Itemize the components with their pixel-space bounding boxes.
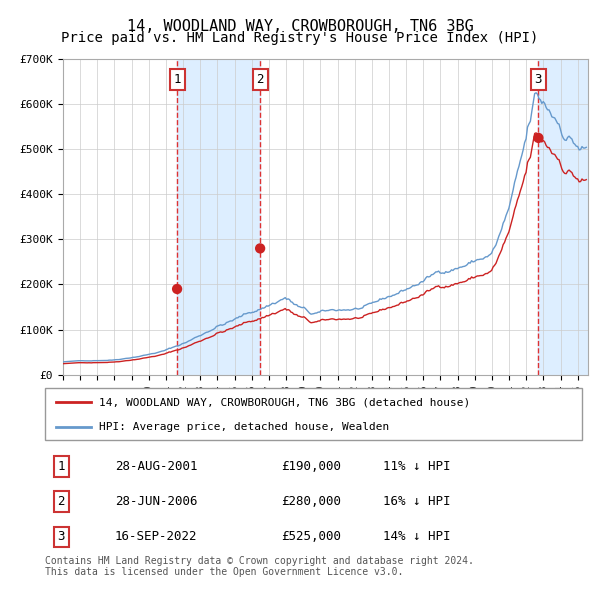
Text: 14, WOODLAND WAY, CROWBOROUGH, TN6 3BG (detached house): 14, WOODLAND WAY, CROWBOROUGH, TN6 3BG (… <box>98 397 470 407</box>
Text: 2: 2 <box>256 73 264 86</box>
Text: 3: 3 <box>58 530 65 543</box>
Text: Price paid vs. HM Land Registry's House Price Index (HPI): Price paid vs. HM Land Registry's House … <box>61 31 539 45</box>
Text: 16-SEP-2022: 16-SEP-2022 <box>115 530 197 543</box>
Text: £280,000: £280,000 <box>281 495 341 508</box>
Text: 16% ↓ HPI: 16% ↓ HPI <box>383 495 451 508</box>
Text: £525,000: £525,000 <box>281 530 341 543</box>
Text: 1: 1 <box>58 460 65 473</box>
Text: 1: 1 <box>173 73 181 86</box>
Point <box>172 284 182 294</box>
Text: Contains HM Land Registry data © Crown copyright and database right 2024.
This d: Contains HM Land Registry data © Crown c… <box>45 556 474 578</box>
FancyBboxPatch shape <box>45 388 582 440</box>
Text: HPI: Average price, detached house, Wealden: HPI: Average price, detached house, Weal… <box>98 422 389 431</box>
Point <box>256 244 265 253</box>
Bar <box>177 59 260 375</box>
Text: 14% ↓ HPI: 14% ↓ HPI <box>383 530 451 543</box>
Text: 28-JUN-2006: 28-JUN-2006 <box>115 495 197 508</box>
Text: 28-AUG-2001: 28-AUG-2001 <box>115 460 197 473</box>
Text: 11% ↓ HPI: 11% ↓ HPI <box>383 460 451 473</box>
Bar <box>538 59 588 375</box>
Text: 14, WOODLAND WAY, CROWBOROUGH, TN6 3BG: 14, WOODLAND WAY, CROWBOROUGH, TN6 3BG <box>127 19 473 34</box>
Point <box>533 133 543 143</box>
Text: 3: 3 <box>535 73 542 86</box>
Text: 2: 2 <box>58 495 65 508</box>
Text: £190,000: £190,000 <box>281 460 341 473</box>
